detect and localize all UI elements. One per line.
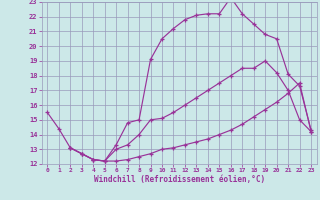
X-axis label: Windchill (Refroidissement éolien,°C): Windchill (Refroidissement éolien,°C) [94, 175, 265, 184]
